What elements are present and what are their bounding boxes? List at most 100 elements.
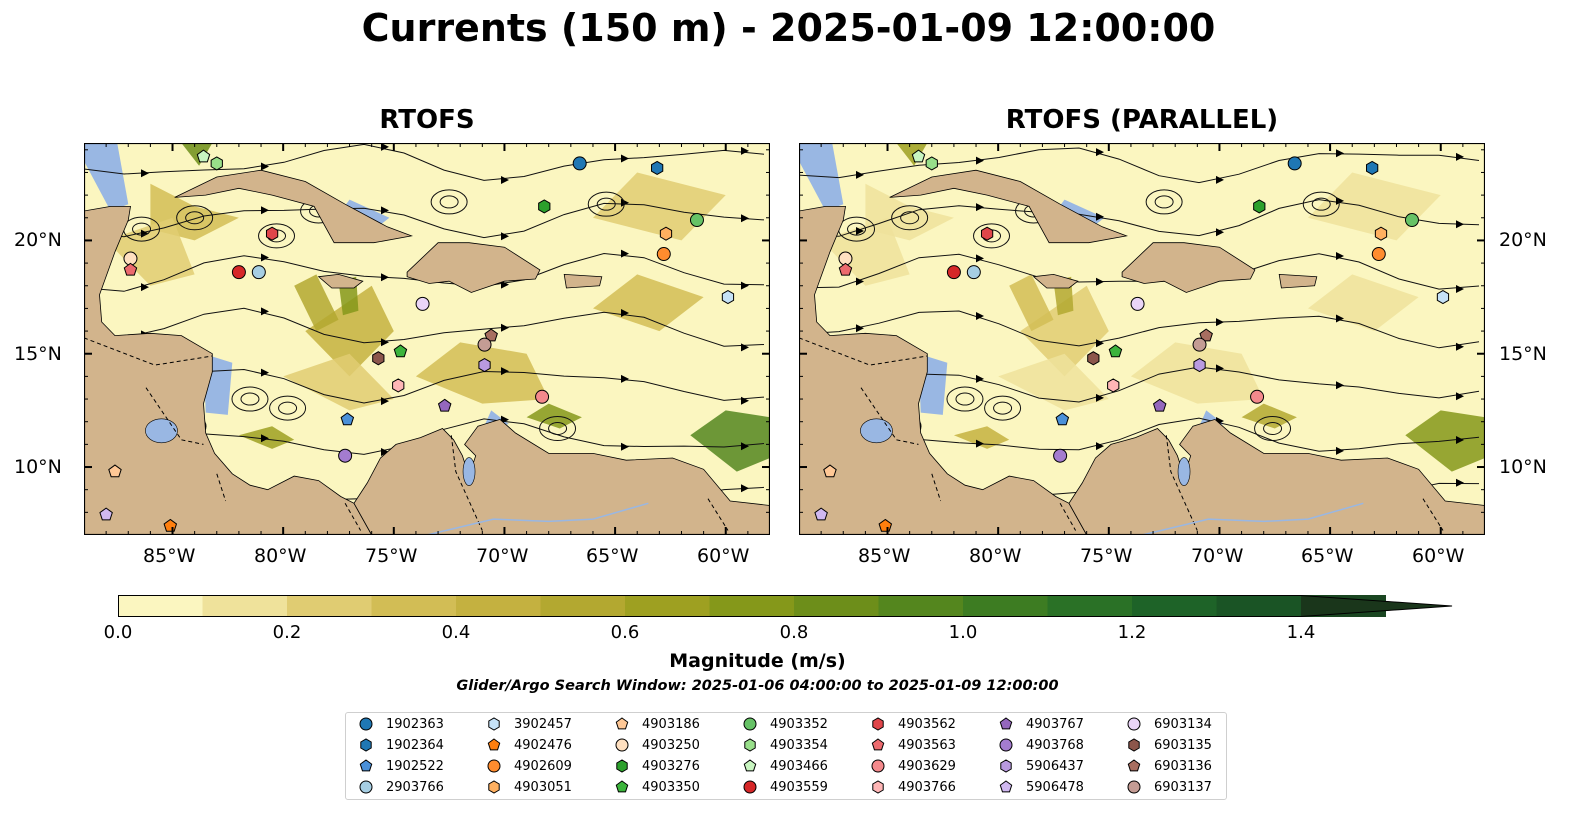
speed-patch xyxy=(1130,342,1264,404)
map-panel-rtofs-parallel xyxy=(799,143,1485,535)
legend-marker-icon xyxy=(360,738,372,752)
colorbar-tick: 1.4 xyxy=(1286,622,1316,643)
legend-label: 4903354 xyxy=(770,737,828,753)
lon-tick-label: 80°W xyxy=(254,545,307,567)
colorbar-segment xyxy=(287,595,372,617)
lat-tick-label: 20°N xyxy=(1499,229,1547,251)
float-marker-1902363 xyxy=(1287,156,1302,171)
float-marker-1902363 xyxy=(572,156,587,171)
eddy-streamline xyxy=(278,401,298,415)
float-marker-4903350 xyxy=(393,344,408,358)
legend-marker xyxy=(871,738,885,751)
legend-marker xyxy=(359,780,373,794)
streamline-arrow xyxy=(1456,478,1464,487)
float-marker-4903629 xyxy=(535,389,550,404)
legend-marker xyxy=(999,738,1013,752)
lat-tick-label: 15°N xyxy=(14,343,62,365)
legend-item: 4903352 xyxy=(742,716,828,732)
eddy-streamline xyxy=(1311,197,1331,211)
streamline-arrow xyxy=(381,448,389,456)
float-marker-4903186 xyxy=(823,464,837,478)
legend-item: 4903562 xyxy=(870,716,956,732)
streamline-arrow xyxy=(501,323,509,332)
streamline-arrow xyxy=(976,254,984,263)
float-marker-4903466 xyxy=(196,149,211,163)
streamline-arrow xyxy=(856,227,864,235)
lon-tick-label: 65°W xyxy=(586,545,639,567)
streamline-arrow xyxy=(1456,285,1464,293)
eddy-streamline xyxy=(132,222,152,236)
eddy-streamline xyxy=(240,392,260,406)
float-marker-4903354 xyxy=(925,156,938,171)
legend-marker-icon xyxy=(743,717,757,731)
lon-tick-label: 75°W xyxy=(365,545,418,567)
legend-label: 4903562 xyxy=(898,716,956,732)
country-border xyxy=(860,387,919,445)
float-marker-4903766 xyxy=(1107,378,1120,393)
eddy-streamline xyxy=(900,211,920,225)
country-border xyxy=(1422,498,1444,531)
float-marker-4903276 xyxy=(1253,199,1266,214)
legend-marker xyxy=(616,759,628,773)
streamline-arrow xyxy=(1336,446,1344,455)
streamline-arrow xyxy=(856,324,864,333)
float-marker-3902457 xyxy=(721,290,735,305)
eddy-streamline xyxy=(231,386,269,412)
streamline-arrow xyxy=(1096,339,1104,348)
float-marker-5906437 xyxy=(1193,357,1206,373)
country-border xyxy=(84,337,213,366)
colorbar-label: Magnitude (m/s) xyxy=(669,650,846,672)
streamline-arrow xyxy=(1336,314,1344,323)
float-marker-1902522 xyxy=(1055,412,1070,426)
legend-marker-icon xyxy=(743,759,757,772)
float-marker-2903766 xyxy=(966,265,981,280)
float-marker-4903466 xyxy=(911,149,926,163)
streamline-arrow xyxy=(976,374,984,383)
eddy-streamline xyxy=(891,205,929,231)
streamline xyxy=(84,143,765,181)
streamline xyxy=(84,202,765,239)
eddy-streamline xyxy=(1145,189,1183,215)
legend-marker-icon xyxy=(872,780,884,794)
colorbar-tick: 1.2 xyxy=(1117,622,1147,643)
country-border xyxy=(931,473,942,502)
speed-patch xyxy=(690,410,770,472)
land-southam xyxy=(1068,418,1485,535)
speed-patch xyxy=(1241,403,1297,429)
speed-patch xyxy=(415,342,549,404)
float-marker-4902609 xyxy=(656,247,671,262)
legend-marker-icon xyxy=(999,717,1013,730)
legend-item: 4903768 xyxy=(998,737,1084,753)
colorbar-tick: 0.6 xyxy=(610,622,640,643)
legend-label: 1902364 xyxy=(386,737,444,753)
legend-label: 4903767 xyxy=(1026,716,1084,732)
speed-patch xyxy=(593,274,704,332)
figure-title: Currents (150 m) - 2025-01-09 12:00:00 xyxy=(361,6,1216,50)
lon-tick-label: 85°W xyxy=(858,545,911,567)
float-marker-4903767 xyxy=(437,398,452,412)
eddy-streamline xyxy=(1302,191,1340,217)
float-marker-4903352 xyxy=(1404,213,1419,228)
float-marker-4903562 xyxy=(980,226,994,241)
legend-label: 3902457 xyxy=(514,716,572,732)
country-border xyxy=(450,435,483,531)
country-border xyxy=(1165,435,1198,531)
colorbar-segment xyxy=(1132,595,1217,617)
river xyxy=(426,502,649,535)
panel-title-rtofs: RTOFS xyxy=(379,105,475,135)
legend-marker xyxy=(1000,759,1012,773)
float-marker-6903136 xyxy=(1199,328,1213,342)
streamline-arrow xyxy=(976,312,984,320)
float-marker-4903768 xyxy=(1053,448,1068,463)
eddy-streamline xyxy=(539,416,577,442)
float-marker-4903051 xyxy=(1374,226,1388,241)
legend-marker xyxy=(999,780,1013,793)
colorbar xyxy=(118,595,1453,617)
shallow-water xyxy=(342,199,390,225)
colorbar-segment xyxy=(878,595,964,617)
lake-nicaragua xyxy=(145,418,178,444)
legend-label: 4903766 xyxy=(898,779,956,795)
legend-item: 4903350 xyxy=(614,779,700,795)
streamline-arrow xyxy=(261,206,269,215)
legend-label: 4903466 xyxy=(770,758,828,774)
